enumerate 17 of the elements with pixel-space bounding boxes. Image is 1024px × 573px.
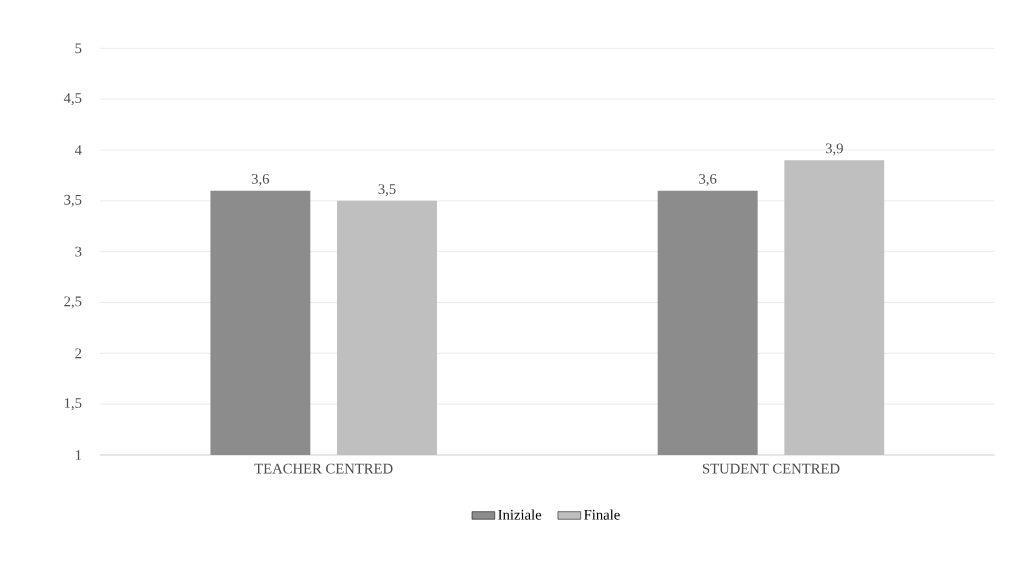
data-label: 3,6 — [699, 173, 717, 186]
x-tick-label: STUDENT CENTRED — [702, 463, 840, 474]
y-tick-label: 3 — [75, 246, 82, 257]
legend-label: Iniziale — [498, 509, 542, 520]
y-tick-label: 4 — [74, 145, 82, 155]
y-tick-label: 2,5 — [64, 296, 82, 309]
y-tick-label: 3,5 — [64, 194, 82, 207]
legend-label: Finale — [584, 509, 620, 520]
data-label: 3,6 — [251, 173, 270, 186]
data-label: 3,9 — [825, 143, 843, 156]
y-tick-label: 5 — [75, 43, 82, 54]
y-tick-label: 1,5 — [64, 398, 82, 411]
y-tick-label: 2 — [75, 348, 82, 359]
y-tick-label: 1 — [75, 450, 82, 460]
y-tick-label: 4,5 — [63, 93, 82, 106]
data-label: 3,5 — [378, 184, 396, 197]
x-tick-label: TEACHER CENTRED — [254, 463, 393, 474]
